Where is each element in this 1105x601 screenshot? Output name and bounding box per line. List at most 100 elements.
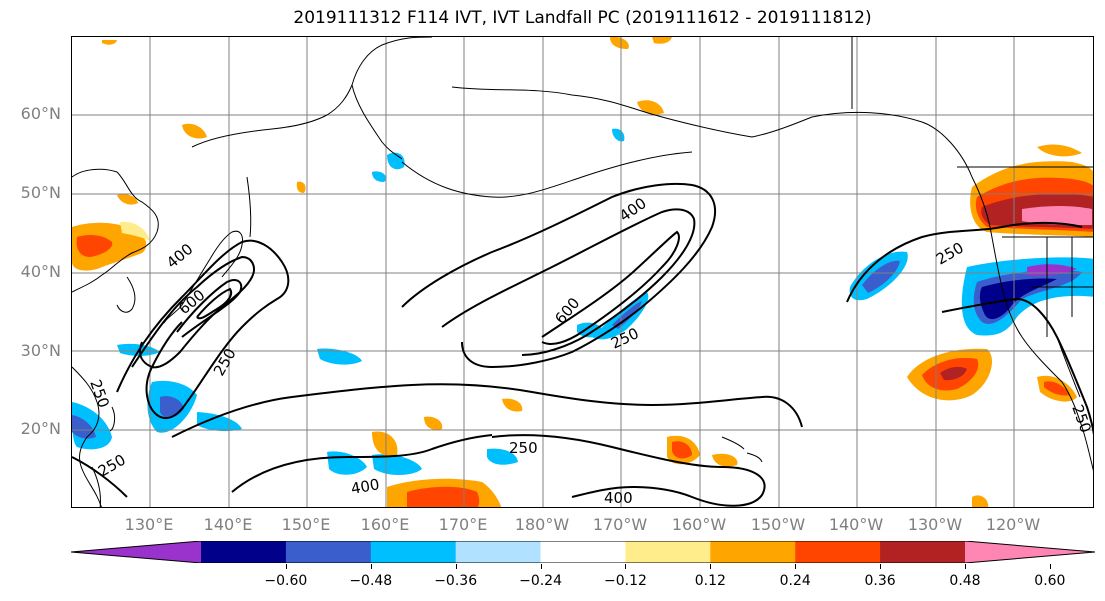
- lat-label-60n: 60°N: [20, 104, 61, 123]
- shade-east-blue-b: [862, 260, 900, 293]
- contour-label: 250: [95, 451, 129, 481]
- coast-bc: [989, 226, 1023, 338]
- coast-us-states: [1002, 236, 1093, 337]
- shade-n-orange6: [117, 194, 138, 205]
- ivt-contours: [72, 182, 1093, 507]
- lon-label-130w: 130°W: [907, 515, 963, 534]
- coast-asia: [72, 168, 159, 293]
- graticule: [72, 37, 1093, 507]
- contour-label: 400: [350, 475, 381, 498]
- shade-s-orange4: [502, 398, 523, 412]
- coast-kamchatka: [351, 84, 403, 160]
- lon-label-180w: 180°W: [514, 515, 570, 534]
- colorbar-extend-high: [965, 541, 1095, 563]
- shade-pnw-pink: [1022, 206, 1092, 225]
- coast-okhotsk: [191, 37, 433, 148]
- lon-label-170e: 170°E: [438, 515, 488, 534]
- colorbar-tick-label: 0.12: [694, 573, 726, 589]
- shade-w8: [487, 448, 518, 465]
- colorbar-tick-label: −0.36: [434, 573, 478, 589]
- colorbar-tick-mark: [710, 564, 712, 569]
- contour-250-east2: [846, 221, 1083, 303]
- lon-label-170w: 170°W: [592, 515, 648, 534]
- contour-label: 250: [210, 345, 240, 379]
- shade-s-orange3: [424, 416, 443, 430]
- colorbar: [70, 540, 1096, 564]
- colorbar-tick-mark: [965, 564, 966, 569]
- colorbar-segment: [540, 541, 626, 563]
- colorbar-tick-mark: [370, 564, 372, 569]
- colorbar-segment: [285, 541, 372, 563]
- lat-label-50n: 50°N: [20, 183, 61, 202]
- map-panel: 400 600 250 400 600 250 250 400 250 250 …: [71, 36, 1094, 508]
- lon-label-150w: 150°W: [750, 515, 806, 534]
- shade-s-red: [407, 486, 480, 507]
- shade-n-orange1: [182, 123, 207, 139]
- colorbar-tick-label: 0.48: [949, 573, 981, 589]
- shade-hi1r: [672, 441, 692, 459]
- colorbar-extend-low: [71, 541, 201, 563]
- lon-label-140e: 140°E: [203, 515, 253, 534]
- colorbar-segment: [880, 541, 966, 563]
- shade-n-orange3: [610, 37, 629, 49]
- colorbar-svg: [70, 540, 1096, 564]
- colorbar-tick-label: −0.60: [264, 573, 308, 589]
- shade-mid-blue2: [577, 322, 604, 338]
- shade-n-orange8: [972, 495, 989, 507]
- contour-250-south: [171, 383, 803, 438]
- shade-n-orange4: [652, 37, 672, 44]
- lon-label-140w: 140°W: [828, 515, 884, 534]
- colorbar-segment: [625, 541, 711, 563]
- coast-korea: [116, 276, 136, 313]
- colorbar-tick-mark: [285, 564, 287, 569]
- colorbar-tick-mark: [540, 564, 542, 569]
- colorbar-tick-mark: [455, 564, 457, 569]
- lat-label-40n: 40°N: [20, 262, 61, 281]
- contour-label: 400: [604, 489, 633, 507]
- colorbar-tick-mark: [1049, 564, 1051, 569]
- shade-n-orange7: [296, 181, 306, 193]
- contour-label: 600: [551, 294, 583, 328]
- lon-label-160w: 160°W: [671, 515, 727, 534]
- shade-sub2r: [1044, 381, 1070, 396]
- contour-250-west: [116, 239, 290, 420]
- contour-label: 400: [163, 240, 197, 272]
- shade-n-orange9: [1037, 144, 1082, 157]
- contour-400-west: [131, 255, 255, 369]
- shade-al: [612, 128, 625, 142]
- colorbar-tick-mark: [625, 564, 627, 569]
- shade-sub-brown: [940, 366, 967, 381]
- shade-hi2: [712, 453, 738, 467]
- colorbar-tick-label: 0.24: [779, 573, 811, 589]
- coastlines: [72, 37, 1093, 507]
- contour-250-sub: [491, 434, 766, 507]
- colorbar-tick-label: −0.24: [519, 573, 562, 589]
- shade-kam: [387, 152, 405, 170]
- contour-400-east: [441, 208, 696, 356]
- contour-400-south: [231, 434, 493, 493]
- contour-250-east3: [941, 297, 1093, 436]
- coast-china-s: [72, 366, 102, 507]
- lat-label-20n: 20°N: [20, 419, 61, 438]
- coast-alaska: [451, 86, 991, 228]
- contour-250-far-west: [72, 456, 128, 498]
- coast-japan: [163, 230, 243, 324]
- map-canvas: 400 600 250 400 600 250 250 400 250 250 …: [72, 37, 1093, 507]
- shade-w3: [197, 412, 242, 432]
- coast-hawaii: [721, 436, 763, 463]
- colorbar-tick-mark: [880, 564, 882, 569]
- shade-s-orange2: [372, 431, 398, 457]
- lon-label-150e: 150°E: [281, 515, 331, 534]
- shade-mid-blue: [592, 292, 649, 340]
- map-title: 2019111312 F114 IVT, IVT Landfall PC (20…: [293, 8, 872, 28]
- lon-label-130e: 130°E: [124, 515, 174, 534]
- colorbar-segment: [455, 541, 542, 563]
- colorbar-tick-label: −0.12: [603, 573, 647, 589]
- colorbar-tick-label: 0.36: [864, 573, 896, 589]
- colorbar-tick-label: −0.48: [349, 573, 393, 589]
- contour-label: 250: [933, 239, 967, 269]
- contour-label: 250: [86, 377, 113, 410]
- contour-label: 600: [175, 286, 209, 318]
- shade-w7: [372, 454, 422, 475]
- coast-us-west: [1021, 336, 1093, 471]
